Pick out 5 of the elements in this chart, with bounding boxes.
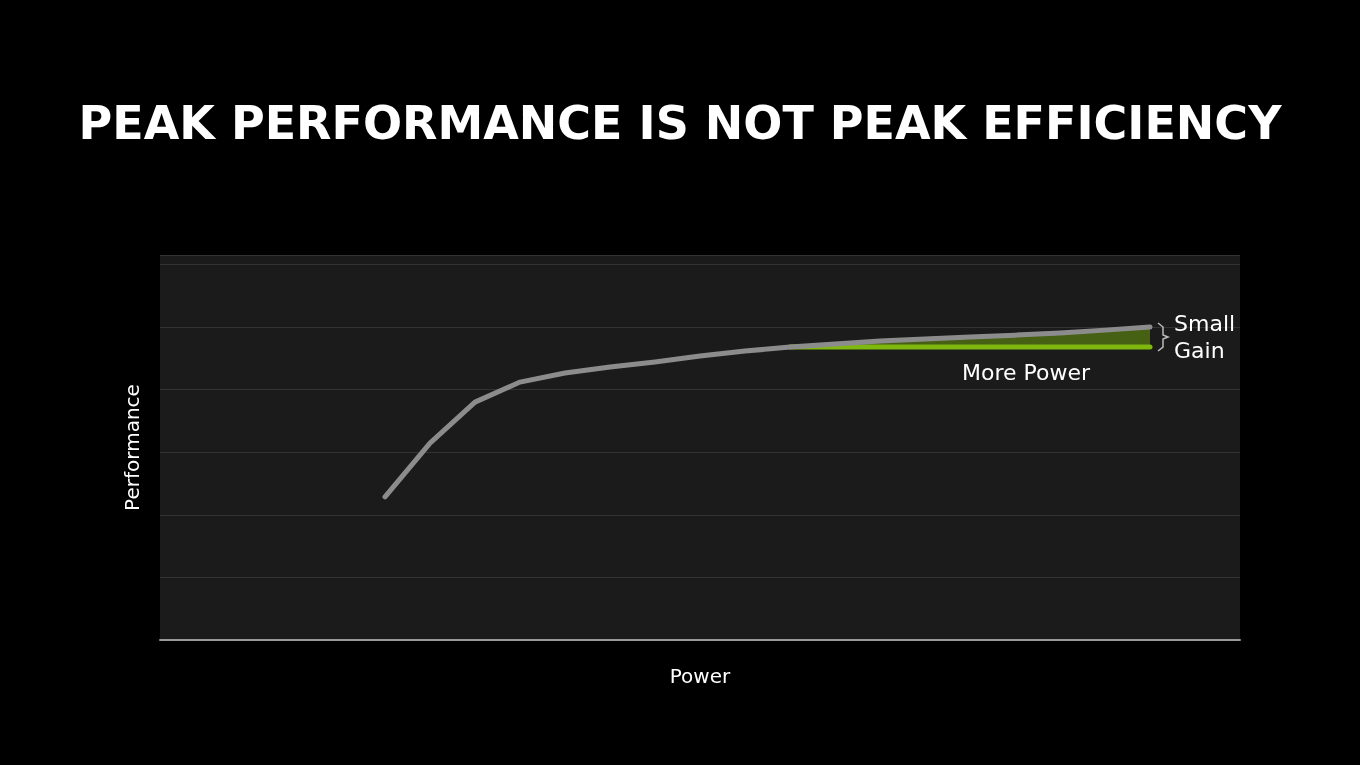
annotation: More Power — [961, 359, 1091, 385]
chart-title: PEAK PERFORMANCE IS NOT PEAK EFFICIENCY — [78, 96, 1283, 150]
x-axis-title: Power — [669, 664, 732, 688]
annotation: Small Gain — [1174, 311, 1236, 364]
y-axis-title: Performance — [120, 384, 144, 511]
